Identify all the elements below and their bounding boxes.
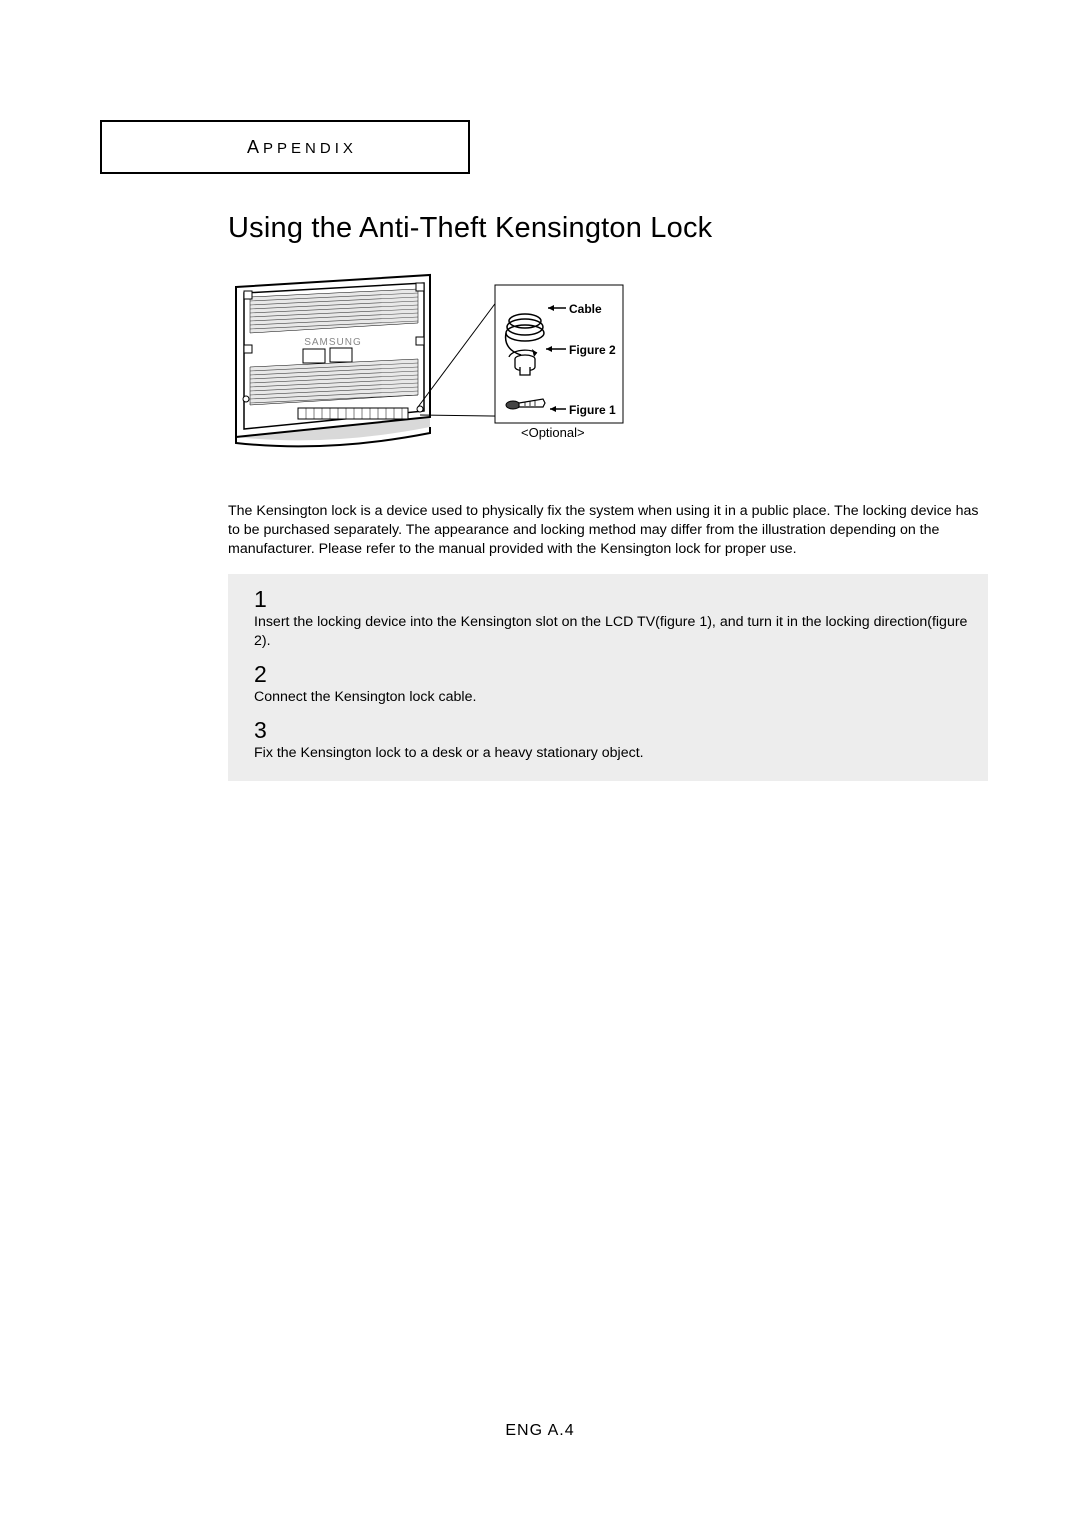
intro-paragraph: The Kensington lock is a device used to … <box>228 502 988 560</box>
kensington-diagram: SAMSUNG <box>228 267 648 462</box>
step-text: Insert the locking device into the Kensi… <box>254 614 967 649</box>
callout-figure1: Figure 1 <box>569 403 616 417</box>
diagram-svg: SAMSUNG <box>228 267 648 462</box>
callout-cable: Cable <box>569 302 602 316</box>
page-title: Using the Anti-Theft Kensington Lock <box>228 212 988 245</box>
step-text: Connect the Kensington lock cable. <box>254 689 476 705</box>
step-3: 3 Fix the Kensington lock to a desk or a… <box>254 717 970 763</box>
page-footer: ENG A.4 <box>0 1422 1080 1440</box>
callout-figure2: Figure 2 <box>569 343 616 357</box>
step-2: 2 Connect the Kensington lock cable. <box>254 661 970 707</box>
step-number: 2 <box>254 661 970 688</box>
steps-block: 1 Insert the locking device into the Ken… <box>228 574 988 782</box>
appendix-box: APPENDIX <box>100 120 470 174</box>
step-number: 1 <box>254 586 970 613</box>
content-column: Using the Anti-Theft Kensington Lock <box>228 212 988 781</box>
step-number: 3 <box>254 717 970 744</box>
svg-text:SAMSUNG: SAMSUNG <box>304 337 362 348</box>
document-page: APPENDIX Using the Anti-Theft Kensington… <box>0 0 1080 1528</box>
step-text: Fix the Kensington lock to a desk or a h… <box>254 745 644 761</box>
step-1: 1 Insert the locking device into the Ken… <box>254 586 970 651</box>
optional-label: <Optional> <box>521 425 585 440</box>
appendix-label: APPENDIX <box>247 137 357 158</box>
